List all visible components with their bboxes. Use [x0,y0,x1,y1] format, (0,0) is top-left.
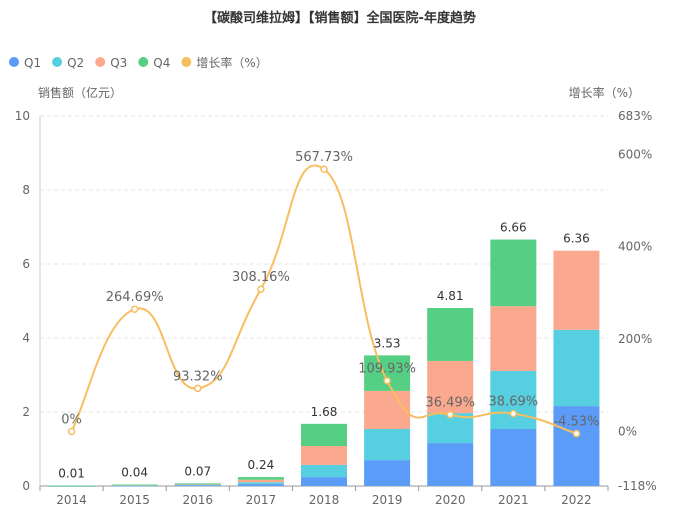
y-tick-label: 6 [22,257,30,271]
growth-label-2017: 308.16% [232,270,290,285]
bar-Q2-2017[interactable] [237,482,284,485]
y2-tick-label: 200% [618,332,652,346]
bar-Q4-2015[interactable] [111,484,158,486]
x-tick-label: 2020 [435,493,466,507]
legend-label-2[interactable]: Q3 [110,56,127,70]
y2-tick-label: -118% [618,479,657,493]
growth-point-2014[interactable] [67,427,76,436]
x-tick-label: 2017 [246,493,277,507]
total-label-2016: 0.07 [184,464,211,478]
bar-Q2-2019[interactable] [364,429,411,461]
bar-Q1-2016[interactable] [174,485,221,487]
legend-marker-4[interactable] [181,57,192,67]
bar-Q4-2017[interactable] [237,477,284,480]
total-label-2017: 0.24 [248,458,275,472]
x-tick-label: 2016 [183,493,214,507]
x-tick-label: 2019 [372,493,403,507]
growth-label-2020: 36.49% [425,396,475,411]
total-label-2020: 4.81 [437,289,464,303]
bar-Q1-2020[interactable] [427,443,474,486]
bar-Q1-2022[interactable] [553,406,600,486]
bar-Q2-2022[interactable] [553,329,600,407]
legend: Q1 Q2 Q3 Q4 增长率（%） [9,55,268,70]
bar-Q1-2018[interactable] [301,477,347,486]
bar-Q1-2021[interactable] [490,429,537,486]
x-tick-label: 2022 [561,493,592,507]
growth-point-2016[interactable] [194,384,202,393]
growth-label-2014: 0% [61,412,82,427]
chart-title: 【碳酸司维拉姆】【销售额】全国医院-年度趋势 [204,10,476,26]
growth-point-2022[interactable] [572,429,581,438]
growth-point-2015[interactable] [130,305,139,313]
y2-tick-label: 683% [618,109,652,123]
bar-Q3-2019[interactable] [364,390,411,430]
x-tick-label: 2021 [498,493,529,507]
y-tick-label: 2 [22,405,30,419]
y-tick-label: 10 [15,109,30,123]
bar-Q3-2021[interactable] [490,306,537,371]
legend-label-1[interactable]: Q2 [67,56,84,70]
legend-marker-0[interactable] [9,57,19,67]
y-tick-label: 8 [22,183,30,197]
growth-point-2019[interactable] [383,376,391,385]
legend-label-3[interactable]: Q4 [153,56,170,70]
total-label-2015: 0.04 [121,466,148,480]
y-axis-title: 销售额（亿元） [38,85,122,100]
bar-Q4-2016[interactable] [174,483,221,485]
growth-label-2018: 567.73% [295,150,353,165]
y2-tick-label: 0% [618,424,637,438]
growth-label-2022: -4.53% [553,415,599,430]
total-label-2014: 0.01 [58,467,85,481]
legend-marker-3[interactable] [138,57,149,67]
x-tick-label: 2015 [119,493,150,507]
growth-label-2015: 264.69% [106,290,164,305]
bar-Q1-2017[interactable] [237,484,284,486]
growth-point-2017[interactable] [257,285,265,293]
growth-label-2021: 38.69% [489,395,539,410]
growth-label-2019: 109.93% [358,362,416,377]
y-tick-label: 0 [22,479,30,493]
y2-axis-title: 增长率（%） [569,85,640,100]
growth-line [70,164,577,435]
bar-Q4-2018[interactable] [301,423,347,447]
bar-Q1-2019[interactable] [364,460,411,486]
total-label-2018: 1.68 [311,405,338,419]
bar-Q4-2021[interactable] [490,239,537,307]
total-label-2022: 6.36 [563,232,590,246]
y2-tick-label: 600% [618,147,652,161]
growth-label-2016: 93.32% [173,369,223,384]
bar-Q3-2017[interactable] [237,479,284,483]
x-tick-label: 2014 [56,493,87,507]
bar-Q2-2018[interactable] [301,464,347,478]
bar-Q3-2016[interactable] [174,483,221,485]
bar-Q4-2020[interactable] [427,308,474,361]
bar-Q2-2016[interactable] [174,484,221,486]
growth-point-2020[interactable] [446,410,454,419]
legend-label-4[interactable]: 增长率（%） [196,55,267,70]
bar-Q3-2022[interactable] [553,250,600,330]
legend-marker-1[interactable] [52,57,63,67]
bar-Q3-2018[interactable] [301,446,347,465]
y-tick-label: 4 [22,331,30,345]
legend-label-0[interactable]: Q1 [24,56,41,70]
bar-Q4-2014[interactable] [48,485,95,487]
bar-Q3-2020[interactable] [427,360,474,414]
bar-Q2-2021[interactable] [490,370,537,430]
total-label-2021: 6.66 [500,221,527,235]
x-tick-label: 2018 [309,493,340,507]
legend-marker-2[interactable] [95,57,106,67]
bar-Q4-2019[interactable] [364,355,411,391]
growth-point-2021[interactable] [509,409,518,418]
growth-point-2018[interactable] [320,165,328,173]
y2-tick-label: 400% [618,240,652,254]
total-label-2019: 3.53 [374,336,401,350]
